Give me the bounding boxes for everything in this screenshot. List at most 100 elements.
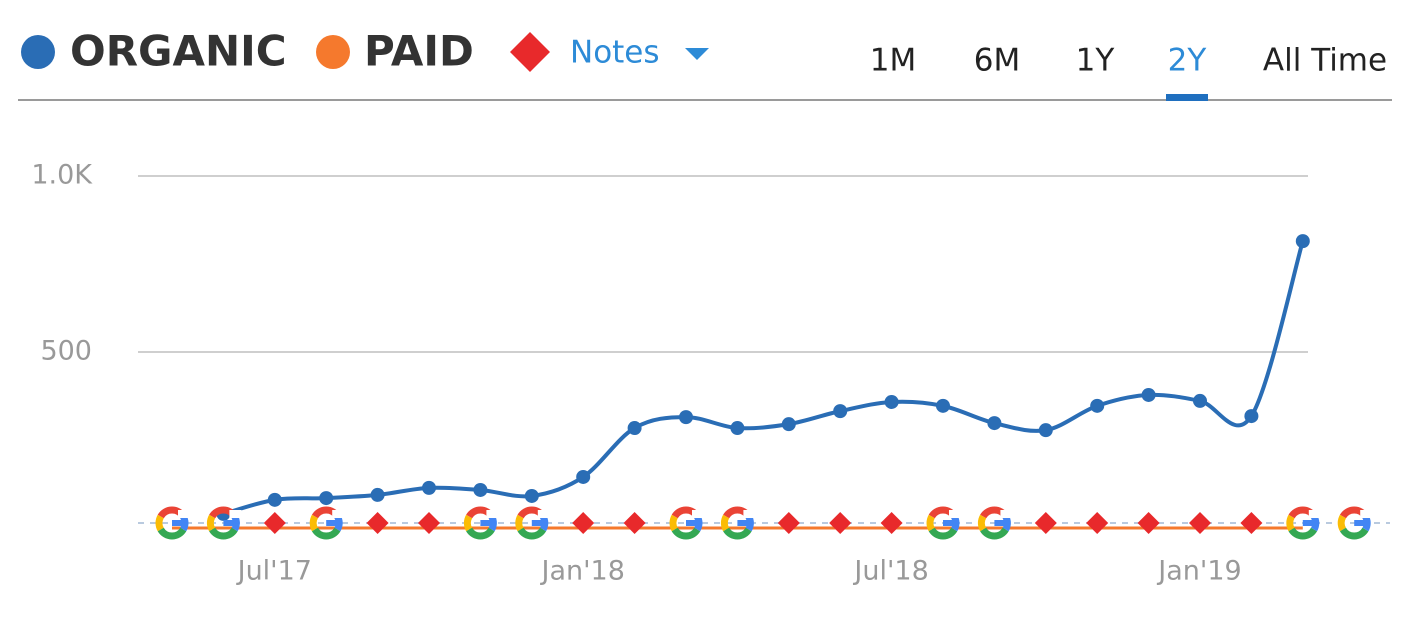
data-point: [473, 482, 488, 497]
icon-bar: [326, 520, 343, 526]
icon-arc: [209, 527, 238, 540]
data-point: [884, 394, 899, 409]
data-point: [1295, 234, 1310, 249]
range-tab[interactable]: 1M: [870, 43, 916, 79]
icon-bar: [1354, 520, 1371, 526]
data-point: [730, 421, 745, 436]
icon-arc: [206, 514, 216, 532]
legend-dot: [21, 35, 55, 69]
google-update-icon: [515, 506, 550, 540]
note-marker[interactable]: [572, 512, 595, 534]
data-point: [422, 480, 436, 495]
icon-arc: [1337, 514, 1347, 532]
data-point: [1141, 387, 1156, 402]
icon-arc: [155, 514, 164, 532]
google-update-icon: [309, 506, 345, 540]
legend-dot: [316, 35, 350, 69]
icon-bar: [223, 520, 240, 526]
data-point: [1090, 398, 1105, 413]
note-marker[interactable]: [1086, 512, 1109, 534]
icon-bar: [686, 520, 702, 526]
icon-gap: [229, 510, 242, 518]
legend-label[interactable]: ORGANIC: [70, 27, 287, 76]
data-point: [936, 398, 950, 413]
icon-arc: [466, 527, 495, 540]
note-marker[interactable]: [366, 512, 389, 534]
range-tab[interactable]: 1Y: [1076, 43, 1115, 79]
icon-gap: [949, 510, 961, 518]
icon-arc: [1339, 527, 1369, 540]
x-tick-label: Jan'19: [1156, 556, 1241, 587]
google-update-icon: [463, 506, 499, 540]
icon-arc: [720, 514, 730, 532]
note-marker[interactable]: [880, 512, 903, 534]
icon-gap: [486, 510, 499, 518]
note-marker[interactable]: [829, 512, 852, 534]
icon-arc: [671, 527, 701, 540]
icon-arc: [311, 527, 341, 540]
icon-gap: [1308, 510, 1321, 518]
legend-label[interactable]: PAID: [364, 27, 474, 76]
y-tick-label: 500: [40, 336, 92, 367]
icon-bar: [943, 520, 959, 526]
icon-arc: [1288, 527, 1318, 540]
data-point: [627, 421, 642, 436]
icon-bar: [1302, 520, 1319, 526]
icon-gap: [1360, 510, 1373, 518]
icon-arc: [723, 527, 752, 540]
dropdown-caret: [685, 48, 709, 60]
data-point: [370, 487, 385, 502]
icon-gap: [332, 510, 345, 518]
note-marker[interactable]: [777, 512, 800, 534]
range-tab[interactable]: 6M: [974, 43, 1020, 79]
data-point: [781, 417, 796, 432]
notes-dropdown[interactable]: Notes: [570, 35, 660, 71]
google-update-icon: [669, 506, 704, 540]
data-point: [524, 488, 539, 503]
icon-gap: [743, 510, 756, 518]
range-tab[interactable]: All Time: [1263, 43, 1387, 79]
x-tick-label: Jan'18: [539, 556, 624, 587]
note-marker[interactable]: [1240, 512, 1263, 534]
google-update-icon: [1337, 506, 1373, 540]
series-line: [222, 240, 1305, 516]
data-point: [1244, 409, 1259, 424]
icon-arc: [515, 514, 524, 532]
note-marker[interactable]: [1189, 512, 1211, 534]
range-tab[interactable]: 2Y: [1168, 43, 1207, 79]
note-marker[interactable]: [263, 512, 286, 534]
data-point: [576, 469, 591, 484]
y-tick-label: 1.0K: [31, 160, 93, 191]
google-update-icon: [155, 506, 190, 540]
note-marker[interactable]: [623, 512, 646, 534]
note-marker[interactable]: [1137, 512, 1160, 534]
icon-arc: [928, 527, 958, 540]
icon-bar: [994, 520, 1011, 526]
icon-bar: [737, 520, 754, 526]
google-update-icon: [977, 506, 1013, 540]
icon-arc: [1286, 514, 1295, 532]
x-tick-label: Jul'17: [236, 556, 312, 587]
data-point: [1193, 393, 1207, 408]
data-point: [833, 404, 848, 419]
google-update-icon: [1286, 506, 1321, 540]
x-tick-label: Jul'18: [852, 556, 928, 587]
icon-arc: [517, 527, 547, 540]
data-point: [987, 416, 1002, 431]
icon-arc: [309, 514, 319, 532]
icon-arc: [463, 514, 473, 532]
data-point: [1038, 423, 1053, 438]
data-point: [679, 410, 693, 425]
icon-arc: [926, 514, 935, 532]
icon-arc: [157, 527, 187, 540]
icon-arc: [669, 514, 678, 532]
note-marker[interactable]: [418, 512, 440, 534]
notes-icon: [510, 32, 550, 72]
google-update-icon: [720, 506, 756, 540]
icon-gap: [537, 510, 550, 518]
icon-gap: [692, 510, 704, 518]
note-marker[interactable]: [1034, 512, 1057, 534]
active-tab-underline: [1166, 94, 1208, 101]
google-update-icon: [926, 506, 961, 540]
